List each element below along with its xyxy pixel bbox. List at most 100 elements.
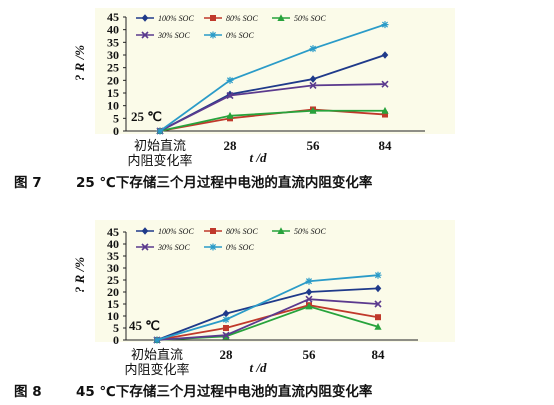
legend-label: 50% SOC [294,227,326,236]
data-point [305,295,313,303]
legend-marker [141,31,149,39]
legend-item: 80% SOC [204,227,258,236]
y-tick-label: 25 [107,273,119,287]
data-point [374,284,382,293]
data-point [222,309,230,318]
x-tick-label: 84 [379,138,393,153]
legend-item: 0% SOC [204,243,254,252]
legend-label: 0% SOC [226,31,254,40]
legend-marker [209,31,217,39]
legend-item: 30% SOC [136,243,190,252]
plot-background [95,220,455,342]
legend-item: 30% SOC [136,31,190,40]
x-tick-label: 56 [303,347,317,362]
data-point [309,106,317,114]
caption-text: 45 ℃下存储三个月过程中电池的直流内阻变化率 [76,383,373,400]
y-tick-label: 20 [107,285,119,299]
y-tick-label: 45 [107,225,119,239]
legend-marker [277,14,285,21]
data-point [226,76,234,84]
legend-item: 50% SOC [272,14,326,23]
x-tick-label: 初始直流 [134,139,186,154]
data-point [381,80,389,88]
x-tick-label: 内阻变化率 [127,153,192,169]
y-tick-label: 30 [107,48,119,62]
series-0-soc [156,21,389,135]
data-point [309,81,317,89]
legend-label: 50% SOC [294,14,326,23]
legend-marker [210,228,216,234]
y-tick-label: 35 [107,249,119,263]
figure-caption: 图 7 25 ℃下存储三个月过程中电池的直流内阻变化率 [14,174,373,191]
y-tick-label: 15 [107,297,119,311]
legend-marker [277,227,285,234]
data-point [156,127,164,135]
series-30-soc [156,80,389,135]
data-point [226,91,234,100]
data-point [382,111,388,118]
legend-label: 100% SOC [158,14,194,23]
temperature-label: 25 ℃ [131,109,162,124]
x-tick-label: 内阻变化率 [124,362,189,378]
caption-label: 图 7 [14,175,42,191]
legend-label: 80% SOC [226,227,258,236]
data-point [381,51,389,59]
legend-item: 50% SOC [272,227,326,236]
y-tick-label: 0 [113,124,119,138]
temperature-label: 45 ℃ [129,318,160,333]
legend-item: 100% SOC [136,14,194,23]
data-point [222,316,230,324]
y-tick-label: 30 [107,261,119,275]
series-line [156,287,379,341]
data-point [226,112,234,119]
legend-label: 30% SOC [157,243,190,252]
x-tick-label: 初始直流 [131,348,183,363]
series-line [159,109,385,132]
y-axis-title: ? R /% [72,257,87,293]
data-point [374,300,382,308]
y-tick-label: 10 [107,309,119,323]
y-tick-label: 10 [107,99,119,113]
legend-marker [209,243,217,251]
x-tick-label: 84 [372,347,386,362]
y-tick-label: 25 [107,61,119,75]
legend-label: 100% SOC [158,227,194,236]
legend-label: 30% SOC [157,31,190,40]
caption-label: 图 8 [14,384,42,400]
y-tick-label: 5 [113,321,119,335]
data-point [381,21,389,29]
series-line [159,23,386,132]
data-point [222,331,230,339]
y-tick-label: 40 [107,237,119,251]
y-tick-label: 0 [113,333,119,347]
data-point [153,336,161,344]
data-point [309,45,317,53]
legend-marker [141,243,149,251]
y-tick-label: 35 [107,35,119,49]
legend-marker [210,15,216,21]
x-tick-label: 56 [307,138,321,153]
series-0-soc [153,271,382,344]
data-point [305,277,313,285]
data-point [305,288,313,296]
legend-item: 0% SOC [204,31,254,40]
x-tick-label: 28 [224,138,238,153]
x-axis-title: t /d [250,360,267,375]
caption-text: 25 ℃下存储三个月过程中电池的直流内阻变化率 [76,174,373,191]
legend-label: 80% SOC [226,14,258,23]
data-point [305,302,313,310]
data-point [223,325,229,331]
data-point [374,323,382,330]
y-axis-title: ? R /% [72,45,87,81]
data-point [309,75,317,83]
series-line [156,298,379,341]
legend-label: 0% SOC [226,243,254,252]
y-tick-label: 15 [107,86,119,100]
legend-marker [141,14,149,22]
x-tick-label: 28 [220,347,234,362]
series-line [156,274,379,341]
y-tick-label: 5 [113,111,119,125]
